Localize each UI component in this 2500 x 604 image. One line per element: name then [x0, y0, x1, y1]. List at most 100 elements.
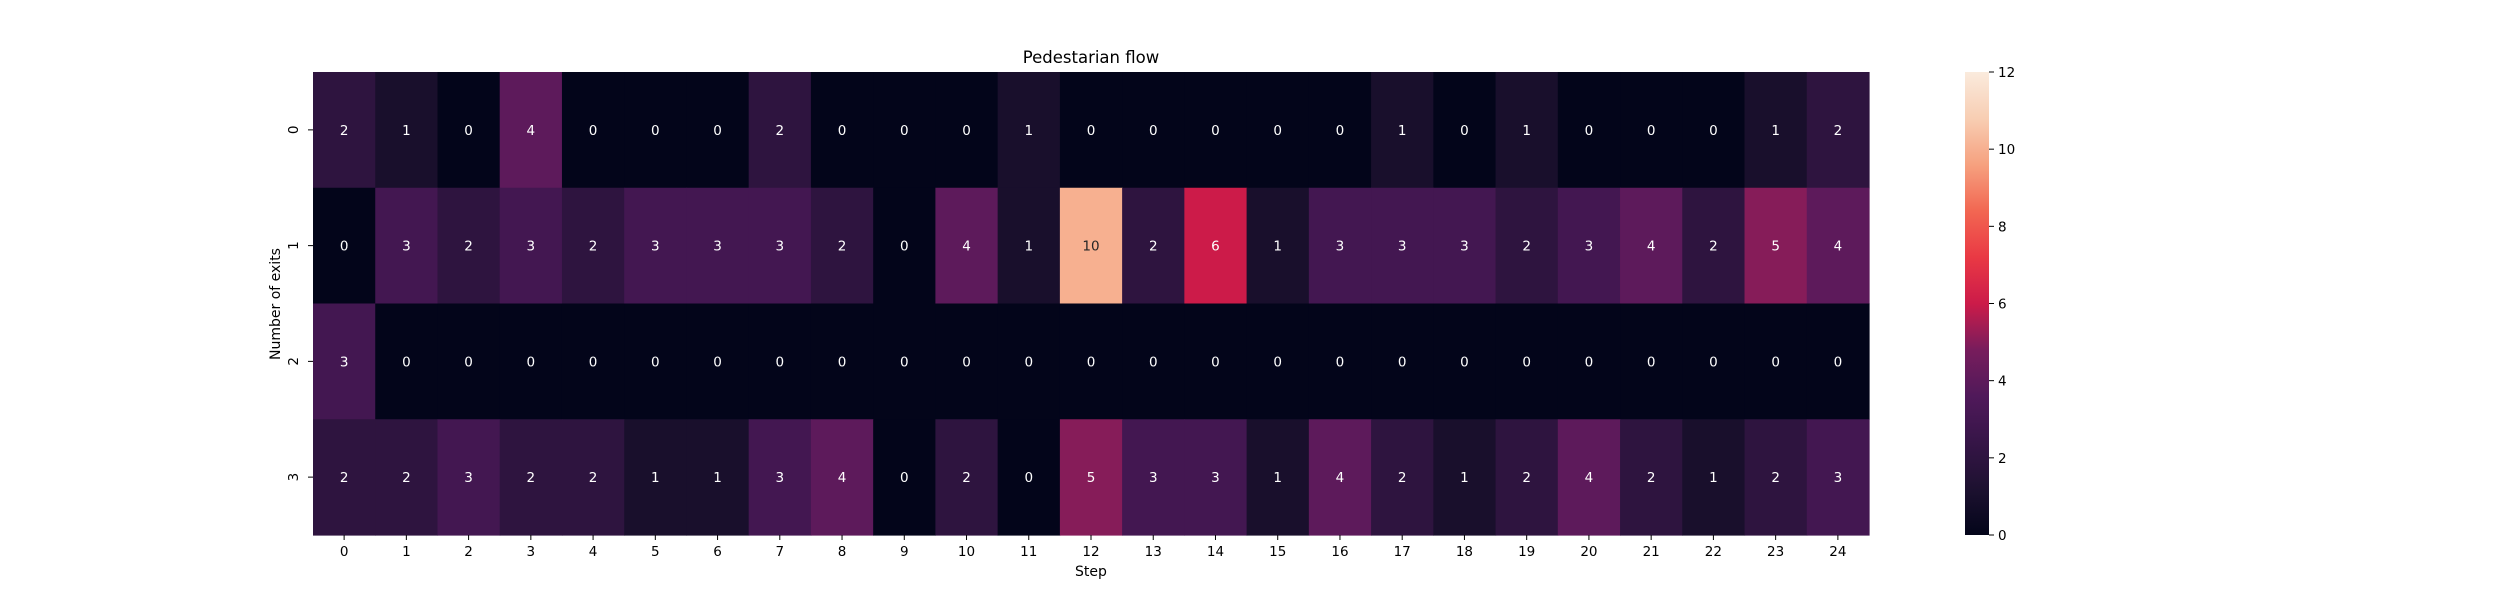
x-tick-label: 19: [1518, 544, 1535, 560]
x-axis-label: Step: [1075, 564, 1107, 580]
colorbar-tick-label: 6: [1998, 297, 2007, 313]
cell-value-label: 3: [340, 354, 349, 370]
heatmap-cell: [1122, 72, 1185, 189]
heatmap-cell: [1620, 303, 1683, 420]
cell-value-label: 0: [713, 123, 722, 139]
cell-value-label: 5: [1087, 470, 1096, 486]
cell-value-label: 0: [1149, 123, 1158, 139]
cell-value-label: 1: [1460, 470, 1469, 486]
heatmap-cell: [375, 419, 439, 536]
heatmap-cell: [313, 72, 376, 189]
cell-value-label: 3: [776, 239, 785, 255]
cell-value-label: 3: [1834, 470, 1843, 486]
cell-value-label: 1: [402, 123, 411, 139]
heatmap-cell: [873, 419, 936, 536]
cell-value-label: 4: [1834, 239, 1843, 255]
cell-value-label: 0: [900, 239, 909, 255]
heatmap-cell: [1246, 419, 1310, 536]
cell-value-label: 0: [713, 354, 722, 370]
colorbar-tick-label: 2: [1998, 451, 2007, 467]
cell-value-label: 2: [464, 239, 473, 255]
heatmap-cell: [1184, 187, 1248, 305]
heatmap-cell: [935, 72, 999, 189]
heatmap-cell: [1557, 419, 1621, 536]
cell-value-label: 2: [1709, 239, 1718, 255]
heatmap-cells: [313, 72, 1870, 536]
cell-value-label: 3: [1336, 239, 1345, 255]
x-tick-label: 15: [1269, 544, 1286, 560]
cell-value-label: 0: [1585, 123, 1594, 139]
heatmap-cell: [1433, 187, 1497, 305]
heatmap-cell-labels: 2 1 0 4 0 0 0 2 0 0 0 1 0 0 0 0 0 1 0 1 0 0 0 1 20 3 2 3 2 3 3 3 2 0 4 1 10 2…: [340, 123, 1842, 486]
heatmap-cell: [1122, 187, 1185, 305]
cell-value-label: 0: [464, 354, 473, 370]
x-tick-label: 11: [1020, 544, 1037, 560]
heatmap-cell: [375, 303, 439, 420]
heatmap-cell: [686, 72, 750, 189]
cell-value-label: 4: [1336, 470, 1345, 486]
x-tick-label: 1: [402, 544, 411, 560]
cell-value-label: 1: [1273, 239, 1282, 255]
x-tick-label: 12: [1082, 544, 1099, 560]
heatmap-cell: [1806, 187, 1870, 305]
cell-value-label: 0: [1149, 354, 1158, 370]
heatmap-cell: [873, 303, 936, 420]
x-tick-label: 5: [651, 544, 660, 560]
cell-value-label: 3: [1460, 239, 1469, 255]
heatmap-cell: [1246, 303, 1310, 420]
heatmap-cell: [1682, 303, 1746, 420]
heatmap-cell: [1744, 72, 1808, 189]
heatmap-cell: [1806, 419, 1870, 536]
heatmap-cell: [810, 419, 874, 536]
cell-value-label: 0: [1709, 354, 1718, 370]
y-axis: 0 1 2 3: [286, 126, 313, 481]
cell-value-label: 0: [1087, 354, 1096, 370]
x-tick-label: 14: [1207, 544, 1224, 560]
colorbar-tick-label: 12: [1998, 65, 2015, 81]
x-tick-label: 3: [527, 544, 536, 560]
heatmap-cell: [1308, 187, 1372, 305]
cell-value-label: 2: [776, 123, 785, 139]
heatmap-cell: [1371, 303, 1434, 420]
heatmap-cell: [997, 303, 1061, 420]
heatmap-cell: [313, 303, 376, 420]
heatmap-cell: [1433, 419, 1497, 536]
x-tick-label: 13: [1145, 544, 1162, 560]
cell-value-label: 0: [1647, 123, 1656, 139]
x-tick-label: 8: [838, 544, 847, 560]
heatmap-cell: [1433, 72, 1497, 189]
cell-value-label: 0: [1647, 354, 1656, 370]
heatmap-cell: [935, 303, 999, 420]
colorbar-tick-label: 0: [1998, 528, 2007, 544]
cell-value-label: 0: [1336, 123, 1345, 139]
heatmap-cell: [499, 303, 563, 420]
heatmap-cell: [499, 72, 563, 189]
heatmap-cell: [1059, 187, 1123, 305]
cell-value-label: 2: [1771, 470, 1780, 486]
cell-value-label: 3: [1149, 470, 1158, 486]
heatmap-cell: [1620, 187, 1683, 305]
x-tick-label: 9: [900, 544, 909, 560]
heatmap-cell: [1433, 303, 1497, 420]
cell-value-label: 1: [1522, 123, 1531, 139]
cell-value-label: 0: [1460, 123, 1469, 139]
cell-value-label: 0: [464, 123, 473, 139]
cell-value-label: 0: [340, 239, 349, 255]
heatmap-cell: [748, 303, 812, 420]
cell-value-label: 3: [1585, 239, 1594, 255]
cell-value-label: 0: [1709, 123, 1718, 139]
cell-value-label: 2: [589, 470, 598, 486]
heatmap-cell: [1557, 72, 1621, 189]
cell-value-label: 0: [1460, 354, 1469, 370]
x-tick-label: 7: [776, 544, 785, 560]
cell-value-label: 1: [651, 470, 660, 486]
x-tick-label: 22: [1705, 544, 1722, 560]
heatmap-cell: [1682, 419, 1746, 536]
cell-value-label: 0: [1211, 354, 1220, 370]
y-axis-label: Number of exits: [268, 248, 284, 360]
cell-value-label: 0: [1585, 354, 1594, 370]
cell-value-label: 4: [962, 239, 971, 255]
y-tick-label: 2: [286, 357, 302, 366]
heatmap-cell: [1184, 419, 1248, 536]
x-tick-label: 6: [713, 544, 722, 560]
